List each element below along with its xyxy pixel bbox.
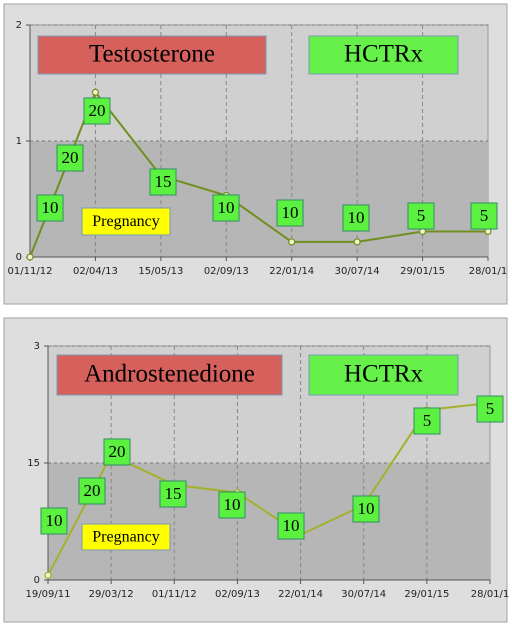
dose-label: 10 [348,208,365,227]
dose-box [277,512,305,540]
hormone-label-box [37,35,267,75]
dose-box [407,202,435,230]
y-tick-label: 0 [34,575,40,586]
x-tick-label: 28/01/1 [469,266,508,277]
x-tick-label: 29/01/15 [400,266,445,277]
dose-label: 10 [218,198,235,217]
event-label-box [81,207,171,236]
dose-label: 20 [109,442,126,461]
y-tick-label: 15 [27,458,40,469]
dose-box [103,438,131,466]
x-tick-label: 19/09/11 [26,589,71,600]
x-tick-label: 02/09/13 [215,589,260,600]
dose-label: 5 [423,411,432,430]
dose-box [56,144,84,172]
dose-label: 20 [84,481,101,500]
dose-label: 5 [480,206,489,225]
point [91,88,100,96]
plot-lower [48,463,490,580]
event-label: Pregnancy [92,213,160,230]
dose-label: 10 [224,495,241,514]
x-tick-label: 02/09/13 [204,266,249,277]
dose-box [36,194,64,222]
y-tick-label: 0 [16,252,22,263]
dose-label: 20 [89,101,106,120]
dose-box [40,507,68,535]
point [44,571,52,579]
x-tick-label: 15/05/13 [138,266,183,277]
dose-label: 15 [165,484,182,503]
hormone-label-box [56,354,283,396]
x-tick-label: 29/01/15 [404,589,449,600]
dose-box [276,199,304,227]
hormone-label: Testosterone [89,41,215,68]
dose-box [212,194,240,222]
event-label-box [81,523,171,551]
dose-box [352,495,380,523]
dose-box [159,480,187,508]
y-tick-label: 2 [16,20,22,31]
dose-label: 5 [417,206,426,225]
dose-label: 15 [155,172,172,191]
treatment-label-box [308,35,459,75]
dose-box [470,202,498,230]
y-tick-label: 1 [16,136,22,147]
dose-label: 10 [358,499,375,518]
dose-box [342,204,370,232]
x-tick-label: 22/01/14 [278,589,323,600]
dose-box [218,491,246,519]
x-tick-label: 28/01/1 [471,589,510,600]
x-tick-label: 02/04/13 [73,266,118,277]
x-tick-label: 22/01/14 [269,266,314,277]
dose-box [476,395,504,423]
dose-label: 10 [46,511,63,530]
dose-label: 10 [282,203,299,222]
hormone-label: Androstenedione [84,361,255,388]
dose-label: 10 [42,198,59,217]
x-tick-label: 30/07/14 [341,589,386,600]
dose-label: 10 [283,516,300,535]
point [288,238,296,246]
point [26,253,34,261]
treatment-label: HCTRx [344,41,424,68]
dose-label: 5 [486,399,495,418]
dose-box [78,477,106,505]
y-tick-label: 3 [34,341,40,352]
dose-label: 20 [62,148,79,167]
x-tick-label: 30/07/14 [335,266,380,277]
treatment-label-box [308,354,459,396]
point [353,238,361,246]
x-tick-label: 01/11/12 [8,266,53,277]
x-tick-label: 29/03/12 [89,589,134,600]
plot-lower [30,141,488,257]
dose-box [413,407,441,435]
dose-box [149,168,177,196]
dose-box [83,97,111,125]
event-label: Pregnancy [92,529,160,546]
treatment-label: HCTRx [344,361,424,388]
x-tick-label: 01/11/12 [152,589,197,600]
